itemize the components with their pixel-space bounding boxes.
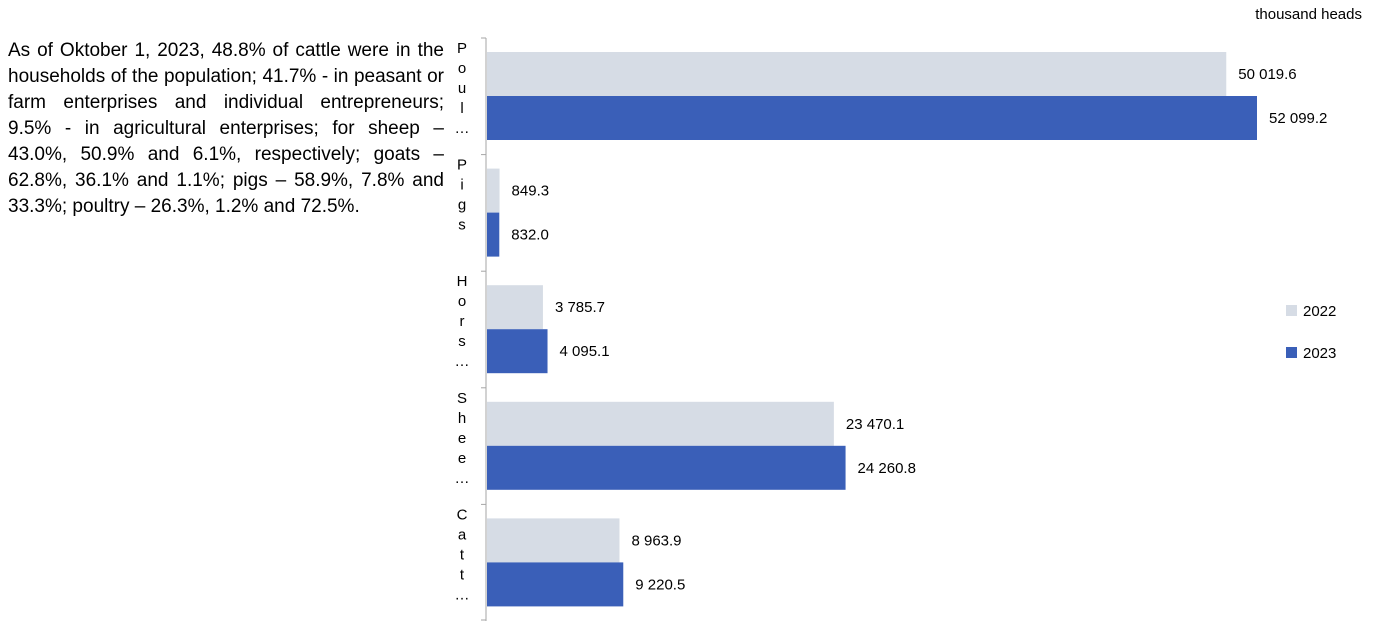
- legend-label: 2023: [1303, 345, 1336, 362]
- data-label: 52 099.2: [1269, 110, 1327, 127]
- bar-2022: [487, 285, 543, 330]
- bar-2023: [487, 562, 624, 607]
- description-text: As of Oktober 1, 2023, 48.8% of cattle w…: [8, 40, 444, 217]
- bar-2023: [487, 445, 846, 490]
- bar-2023: [487, 212, 500, 257]
- category-label: u: [458, 80, 466, 97]
- data-label: 832.0: [511, 227, 549, 244]
- category-label: S: [457, 390, 467, 407]
- category-label: P: [457, 40, 467, 57]
- category-label: …: [455, 353, 470, 370]
- category-label: H: [457, 273, 468, 290]
- category-label: o: [458, 293, 466, 310]
- category-label: …: [455, 120, 470, 137]
- bar-2022: [487, 401, 834, 446]
- category-label: i: [460, 177, 463, 194]
- data-label: 23 470.1: [846, 416, 904, 433]
- category-label: s: [458, 333, 466, 350]
- category-label: s: [458, 217, 466, 234]
- category-label: a: [458, 526, 467, 543]
- bar-2022: [487, 518, 620, 563]
- data-label: 9 220.5: [635, 576, 685, 593]
- category-label: t: [460, 566, 465, 583]
- legend-label: 2022: [1303, 303, 1336, 320]
- category-label: o: [458, 60, 466, 77]
- legend-swatch-2023: [1286, 347, 1297, 358]
- category-label: g: [458, 197, 466, 214]
- bar-2022: [487, 168, 500, 213]
- data-label: 24 260.8: [858, 460, 916, 477]
- bar-2023: [487, 329, 548, 374]
- category-label: l: [460, 100, 463, 117]
- data-label: 849.3: [512, 183, 550, 200]
- category-label: h: [458, 410, 466, 427]
- data-label: 50 019.6: [1238, 66, 1296, 83]
- data-label: 8 963.9: [631, 532, 681, 549]
- category-label: e: [458, 430, 466, 447]
- data-label: 3 785.7: [555, 299, 605, 316]
- category-label: …: [455, 586, 470, 603]
- category-label: C: [457, 506, 468, 523]
- category-label: t: [460, 546, 465, 563]
- data-label: 4 095.1: [560, 343, 610, 360]
- category-label: r: [460, 313, 465, 330]
- legend-swatch-2022: [1286, 305, 1297, 316]
- bar-2023: [487, 96, 1257, 140]
- bar-2022: [487, 52, 1227, 96]
- category-label: e: [458, 450, 466, 467]
- category-label: P: [457, 157, 467, 174]
- category-label: …: [455, 470, 470, 487]
- unit-label: thousand heads: [1255, 6, 1362, 23]
